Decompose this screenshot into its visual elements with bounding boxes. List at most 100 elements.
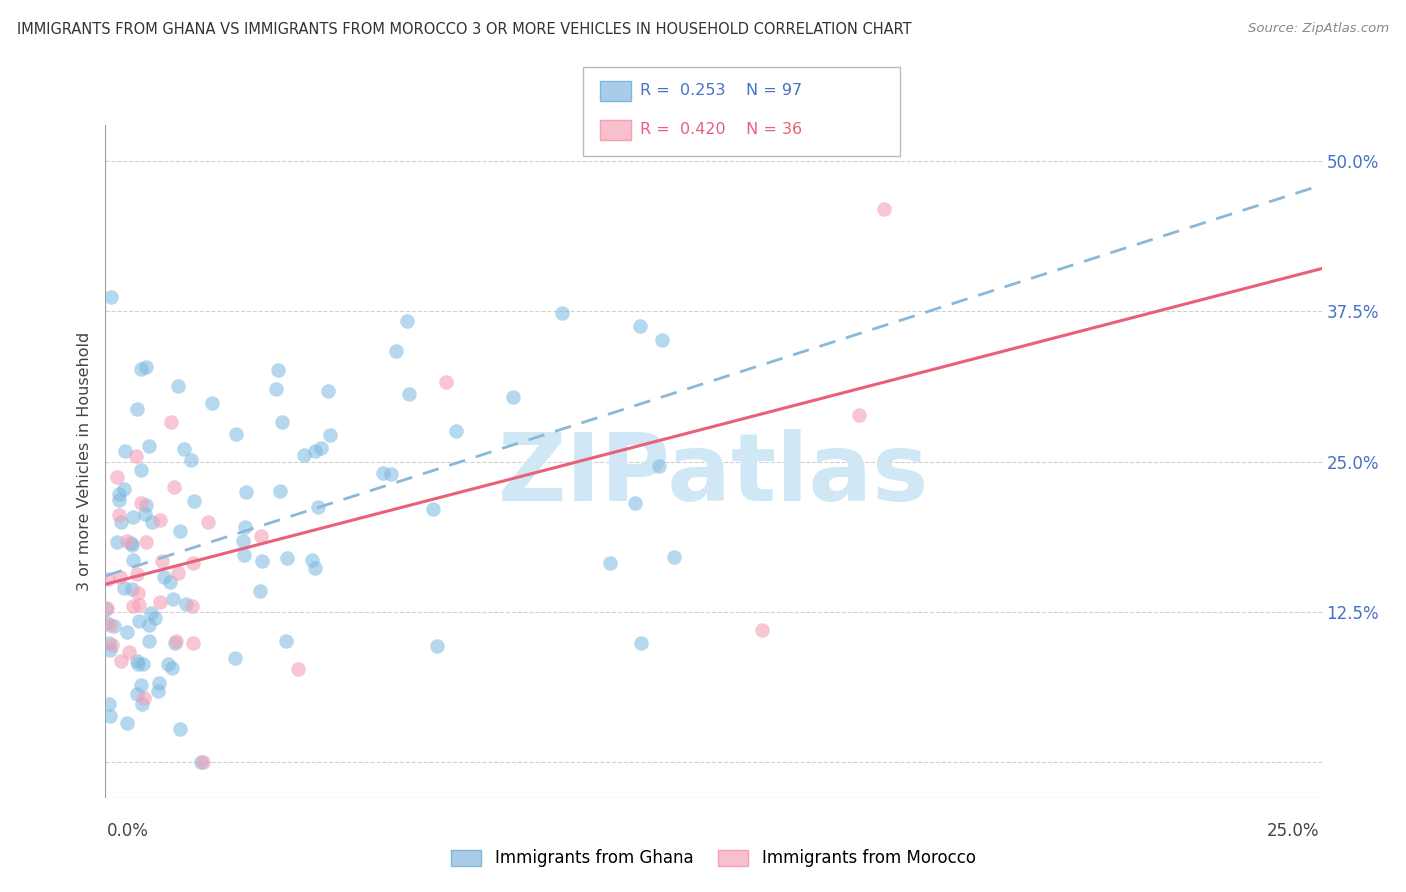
Immigrants from Morocco <box>135 534 157 549</box>
Immigrants from Ghana <box>385 343 408 358</box>
Immigrants from Ghana <box>135 359 157 374</box>
Immigrants from Morocco <box>115 534 138 549</box>
Immigrants from Ghana <box>373 466 395 480</box>
Immigrants from Morocco <box>125 449 148 463</box>
Immigrants from Morocco <box>108 570 131 584</box>
Text: IMMIGRANTS FROM GHANA VS IMMIGRANTS FROM MOROCCO 3 OR MORE VEHICLES IN HOUSEHOLD: IMMIGRANTS FROM GHANA VS IMMIGRANTS FROM… <box>17 22 911 37</box>
Immigrants from Morocco <box>181 556 204 570</box>
Immigrants from Ghana <box>250 554 273 568</box>
Immigrants from Ghana <box>112 581 135 595</box>
Immigrants from Ghana <box>97 697 120 711</box>
Immigrants from Ghana <box>139 607 162 621</box>
Immigrants from Morocco <box>751 623 773 637</box>
Immigrants from Morocco <box>150 554 173 568</box>
Immigrants from Ghana <box>648 459 671 474</box>
Immigrants from Ghana <box>173 442 195 456</box>
Immigrants from Ghana <box>131 463 153 477</box>
Immigrants from Ghana <box>160 660 183 674</box>
Immigrants from Ghana <box>162 592 184 607</box>
Immigrants from Morocco <box>100 638 122 652</box>
Immigrants from Ghana <box>98 643 121 657</box>
Immigrants from Ghana <box>224 651 246 665</box>
Immigrants from Ghana <box>422 502 444 516</box>
Immigrants from Ghana <box>121 538 143 552</box>
Immigrants from Morocco <box>128 598 150 612</box>
Immigrants from Ghana <box>201 396 224 410</box>
Immigrants from Morocco <box>848 408 870 422</box>
Immigrants from Morocco <box>873 202 896 216</box>
Immigrants from Ghana <box>129 678 152 692</box>
Immigrants from Ghana <box>122 553 145 567</box>
Immigrants from Morocco <box>110 654 132 668</box>
Text: 25.0%: 25.0% <box>1267 822 1319 840</box>
Immigrants from Ghana <box>135 498 157 512</box>
Immigrants from Ghana <box>98 709 121 723</box>
Immigrants from Ghana <box>127 654 149 668</box>
Immigrants from Morocco <box>181 635 204 649</box>
Immigrants from Ghana <box>624 495 647 509</box>
Immigrants from Ghana <box>129 362 152 376</box>
Immigrants from Ghana <box>664 549 686 564</box>
Immigrants from Ghana <box>396 314 419 328</box>
Legend: Immigrants from Ghana, Immigrants from Morocco: Immigrants from Ghana, Immigrants from M… <box>451 849 976 867</box>
Immigrants from Morocco <box>118 645 141 659</box>
Immigrants from Morocco <box>107 508 129 522</box>
Immigrants from Morocco <box>149 595 172 609</box>
Immigrants from Ghana <box>249 583 271 598</box>
Immigrants from Ghana <box>183 494 205 508</box>
Immigrants from Ghana <box>125 687 148 701</box>
Immigrants from Ghana <box>269 484 291 499</box>
Immigrants from Ghana <box>103 619 125 633</box>
Immigrants from Ghana <box>225 426 247 441</box>
Text: R =  0.253    N = 97: R = 0.253 N = 97 <box>640 83 801 97</box>
Immigrants from Ghana <box>134 507 156 521</box>
Immigrants from Ghana <box>292 448 315 462</box>
Immigrants from Morocco <box>434 375 457 389</box>
Immigrants from Ghana <box>276 634 298 648</box>
Immigrants from Ghana <box>166 379 188 393</box>
Immigrants from Ghana <box>267 363 290 377</box>
Immigrants from Ghana <box>270 415 292 429</box>
Immigrants from Morocco <box>193 756 215 770</box>
Immigrants from Ghana <box>94 601 117 615</box>
Immigrants from Ghana <box>131 697 153 711</box>
Immigrants from Ghana <box>98 636 121 650</box>
Immigrants from Morocco <box>105 470 128 484</box>
Immigrants from Morocco <box>98 618 121 632</box>
Immigrants from Ghana <box>138 439 160 453</box>
Immigrants from Ghana <box>630 636 652 650</box>
Immigrants from Ghana <box>125 402 148 417</box>
Immigrants from Ghana <box>551 306 574 320</box>
Immigrants from Ghana <box>190 756 212 770</box>
Immigrants from Ghana <box>108 493 131 508</box>
Immigrants from Ghana <box>96 615 118 630</box>
Immigrants from Ghana <box>380 467 402 481</box>
Immigrants from Morocco <box>127 586 149 600</box>
Immigrants from Ghana <box>235 520 257 534</box>
Immigrants from Ghana <box>120 536 142 550</box>
Immigrants from Morocco <box>197 516 219 530</box>
Immigrants from Ghana <box>114 444 136 458</box>
Immigrants from Ghana <box>138 617 160 632</box>
Immigrants from Ghana <box>276 551 298 566</box>
Text: Source: ZipAtlas.com: Source: ZipAtlas.com <box>1249 22 1389 36</box>
Immigrants from Ghana <box>502 390 524 404</box>
Immigrants from Ghana <box>444 425 467 439</box>
Text: R =  0.420    N = 36: R = 0.420 N = 36 <box>640 122 801 136</box>
Immigrants from Ghana <box>148 676 170 690</box>
Immigrants from Ghana <box>159 575 181 590</box>
Immigrants from Morocco <box>167 566 190 580</box>
Immigrants from Ghana <box>169 722 191 736</box>
Immigrants from Morocco <box>97 572 120 586</box>
Immigrants from Ghana <box>307 500 329 515</box>
Immigrants from Ghana <box>304 444 326 458</box>
Immigrants from Morocco <box>96 600 118 615</box>
Immigrants from Ghana <box>180 453 202 467</box>
Immigrants from Ghana <box>153 570 176 584</box>
Immigrants from Morocco <box>127 567 149 582</box>
Immigrants from Ghana <box>169 524 191 538</box>
Immigrants from Ghana <box>235 485 257 500</box>
Immigrants from Ghana <box>127 657 149 671</box>
Immigrants from Ghana <box>232 549 254 563</box>
Y-axis label: 3 or more Vehicles in Household: 3 or more Vehicles in Household <box>77 332 93 591</box>
